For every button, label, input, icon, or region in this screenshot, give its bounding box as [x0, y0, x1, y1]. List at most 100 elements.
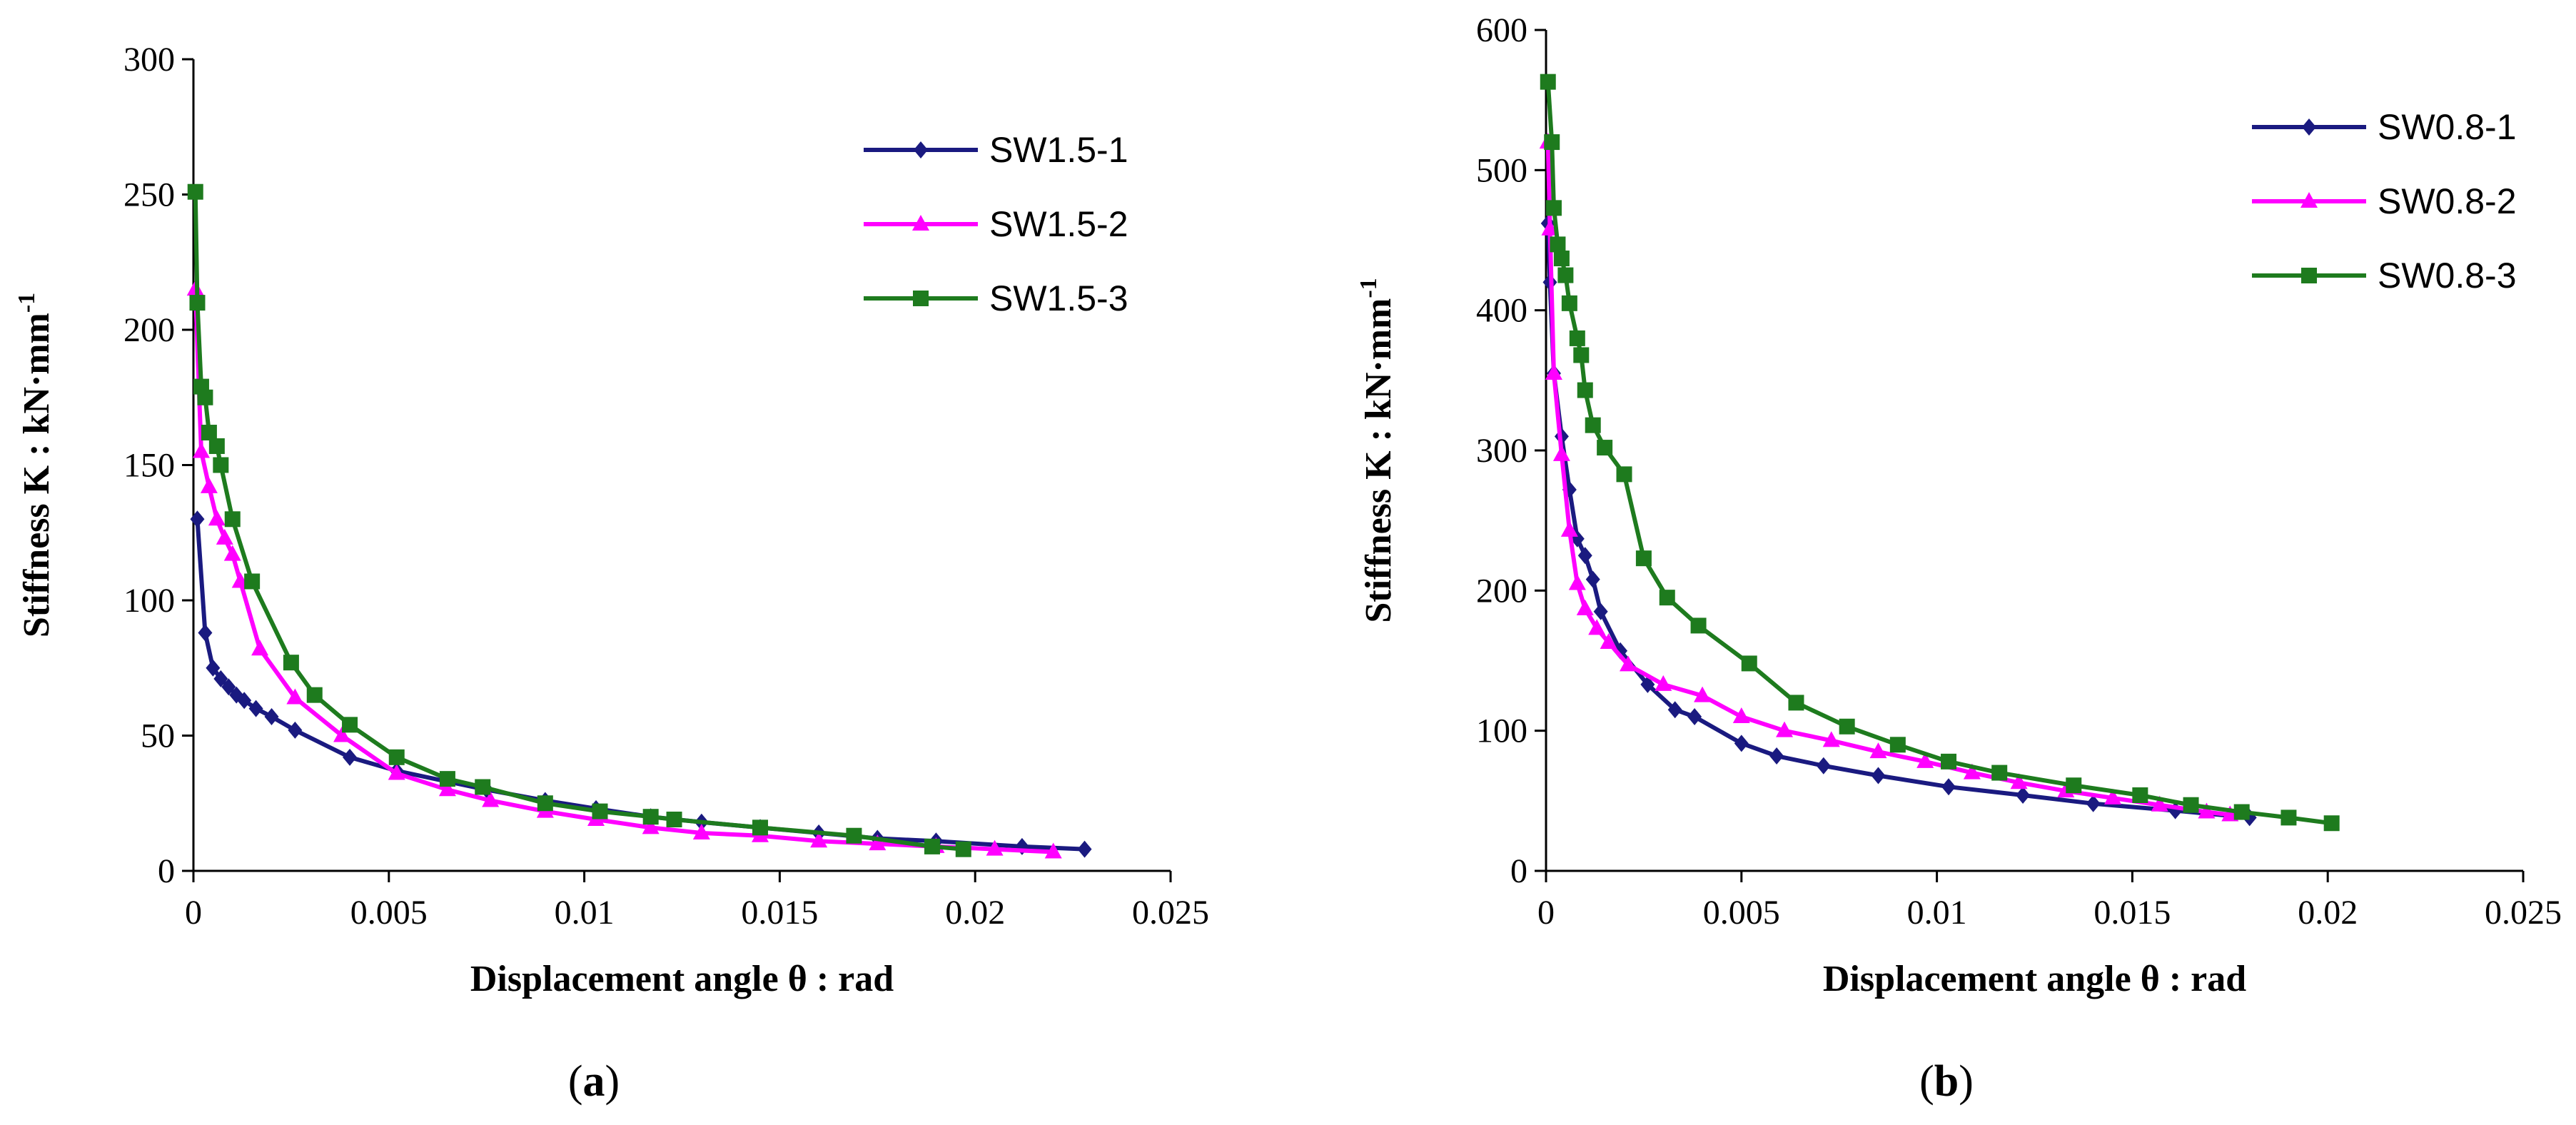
data-point: [1741, 655, 1757, 672]
panel-label-close: ): [605, 1057, 620, 1106]
data-point: [333, 726, 351, 742]
data-point: [1577, 382, 1593, 398]
data-point: [201, 425, 217, 441]
data-point: [1616, 466, 1632, 483]
y-tick-label: 0: [158, 852, 175, 890]
y-tick-label: 200: [123, 311, 175, 349]
data-point: [2183, 797, 2199, 813]
data-point: [1044, 842, 1062, 859]
data-point: [642, 809, 659, 825]
data-point: [1613, 642, 1628, 660]
legend-label: SW0.8-3: [2378, 256, 2517, 296]
series-SW0.8-2: [1539, 133, 2239, 822]
data-point: [924, 838, 940, 854]
data-point: [482, 791, 500, 807]
y-tick-label: 300: [123, 41, 175, 79]
data-point: [642, 818, 660, 834]
legend-label: SW1.5-1: [989, 130, 1128, 170]
y-tick-label: 200: [1476, 572, 1527, 610]
data-point: [286, 688, 304, 705]
data-point: [1690, 617, 1707, 634]
data-point: [206, 659, 221, 677]
panel-label: (a): [568, 1057, 620, 1106]
data-point: [264, 707, 279, 725]
data-point: [213, 457, 229, 473]
data-point: [1694, 686, 1712, 702]
data-point: [190, 510, 205, 528]
data-point: [192, 442, 210, 458]
data-point: [1545, 200, 1562, 216]
data-point: [1635, 550, 1652, 567]
data-point: [208, 510, 226, 526]
x-tick-label: 0: [1537, 894, 1555, 932]
data-point: [2016, 786, 2031, 804]
data-point: [869, 834, 887, 851]
data-point: [1871, 767, 1886, 785]
x-tick-label: 0.02: [2298, 894, 2358, 932]
data-point: [2086, 794, 2101, 812]
data-point: [1941, 753, 1957, 770]
data-point: [1776, 721, 1794, 737]
y-tick-label: 600: [1476, 11, 1527, 49]
x-tick-label: 0.02: [945, 894, 1005, 932]
data-point: [1561, 295, 1577, 311]
legend-entry: SW1.5-1: [864, 130, 1128, 170]
series-line: [195, 519, 1085, 852]
legend-label: SW1.5-3: [989, 278, 1128, 318]
y-axis-title-main: Stiffness K : kN·mm: [16, 313, 57, 637]
y-axis-title: Stiffness K : kN·mm-1: [1355, 278, 1399, 622]
data-point: [1769, 747, 1784, 765]
x-tick-label: 0.01: [1907, 894, 1967, 932]
data-point: [1576, 599, 1594, 615]
data-point: [955, 841, 971, 857]
data-point: [388, 764, 405, 780]
x-tick-label: 0.005: [1703, 894, 1780, 932]
legend-marker: [2300, 192, 2318, 208]
data-point: [1597, 440, 1613, 456]
x-tick-label: 0.025: [1132, 894, 1209, 932]
data-point: [216, 528, 233, 545]
data-point: [2132, 787, 2148, 803]
data-point: [224, 511, 241, 528]
data-point: [438, 780, 456, 797]
series-SW0.8-3: [1540, 74, 2340, 832]
data-point: [1619, 655, 1637, 672]
data-point: [1839, 718, 1855, 735]
data-point: [306, 687, 323, 703]
series-SW1.5-3: [187, 183, 971, 857]
data-point: [2066, 777, 2082, 794]
x-axis-title: Displacement angle θ : rad: [470, 959, 894, 999]
y-tick-label: 100: [1476, 712, 1527, 750]
data-point: [189, 295, 206, 311]
data-point: [1732, 707, 1750, 724]
series-SW1.5-1: [190, 510, 1092, 858]
data-point: [1552, 445, 1570, 461]
series-SW0.8-1: [1540, 214, 2257, 827]
data-point: [1545, 364, 1562, 380]
legend-entry: SW0.8-3: [2252, 256, 2517, 296]
data-point: [1568, 574, 1586, 590]
y-axis-title-main: Stiffness K : kN·mm: [1358, 298, 1399, 623]
data-point: [1557, 267, 1574, 283]
series-SW1.5-2: [186, 280, 1062, 859]
y-tick-label: 150: [123, 447, 175, 485]
data-point: [2010, 773, 2028, 789]
data-point: [1963, 763, 1981, 780]
y-axis-title: Stiffness K : kN·mm-1: [14, 293, 57, 637]
data-point: [810, 832, 828, 848]
panel-label-open: (: [1919, 1057, 1934, 1106]
data-point: [1553, 251, 1570, 267]
data-point: [666, 811, 682, 827]
data-point: [1600, 632, 1617, 649]
data-point: [1655, 675, 1672, 691]
legend-entry: SW1.5-3: [864, 278, 1128, 318]
y-axis-title-superscript: -1: [14, 293, 40, 313]
data-point: [198, 624, 213, 642]
series-line: [1545, 81, 2333, 826]
x-tick-label: 0.005: [350, 894, 428, 932]
panel-label: (b): [1919, 1057, 1974, 1106]
data-point: [537, 795, 553, 812]
legend-label: SW0.8-2: [2378, 181, 2517, 221]
data-point: [1916, 752, 1934, 768]
